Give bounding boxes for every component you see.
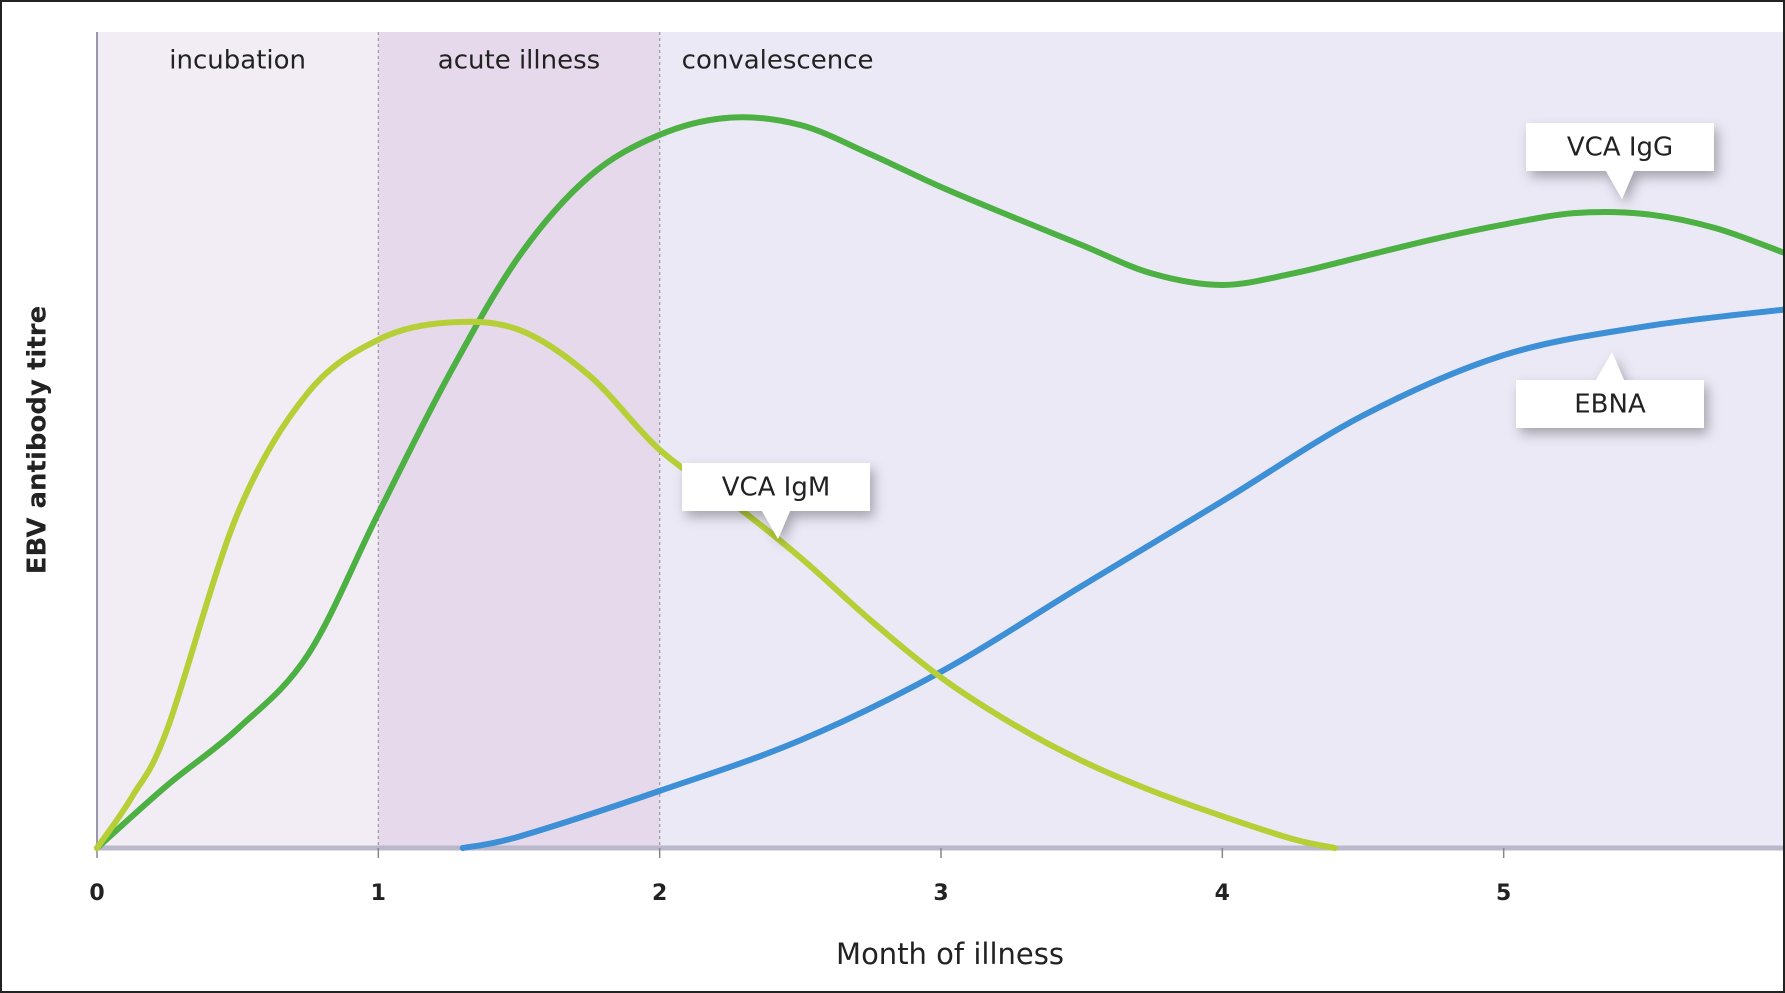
x-tick-label: 2 <box>652 881 667 906</box>
phase-band <box>97 32 379 848</box>
x-tick-label: 1 <box>371 881 386 906</box>
callout <box>682 463 870 539</box>
callout-box <box>1516 352 1704 428</box>
callout-box <box>1526 123 1714 199</box>
phase-label: incubation <box>169 46 306 76</box>
callout-box <box>682 463 870 539</box>
legend-label: VCA IgG <box>1567 133 1673 163</box>
y-axis-title: EBV antibody titre <box>23 306 53 574</box>
x-tick-label: 3 <box>933 881 948 906</box>
x-tick-label: 5 <box>1496 881 1511 906</box>
series-line <box>459 306 1785 851</box>
callout <box>1526 123 1714 199</box>
phase-label: convalescence <box>682 46 874 76</box>
legend-label: EBNA <box>1574 390 1646 420</box>
phase-label: acute illness <box>438 46 600 76</box>
x-tick-label: 4 <box>1215 881 1230 906</box>
legend-label: VCA IgM <box>722 473 831 503</box>
series-line <box>94 318 1338 851</box>
series-line <box>94 114 1785 851</box>
x-axis-title: Month of illness <box>836 937 1064 971</box>
x-tick-label: 0 <box>89 881 104 906</box>
callout <box>1516 352 1704 428</box>
phase-band <box>378 32 660 848</box>
